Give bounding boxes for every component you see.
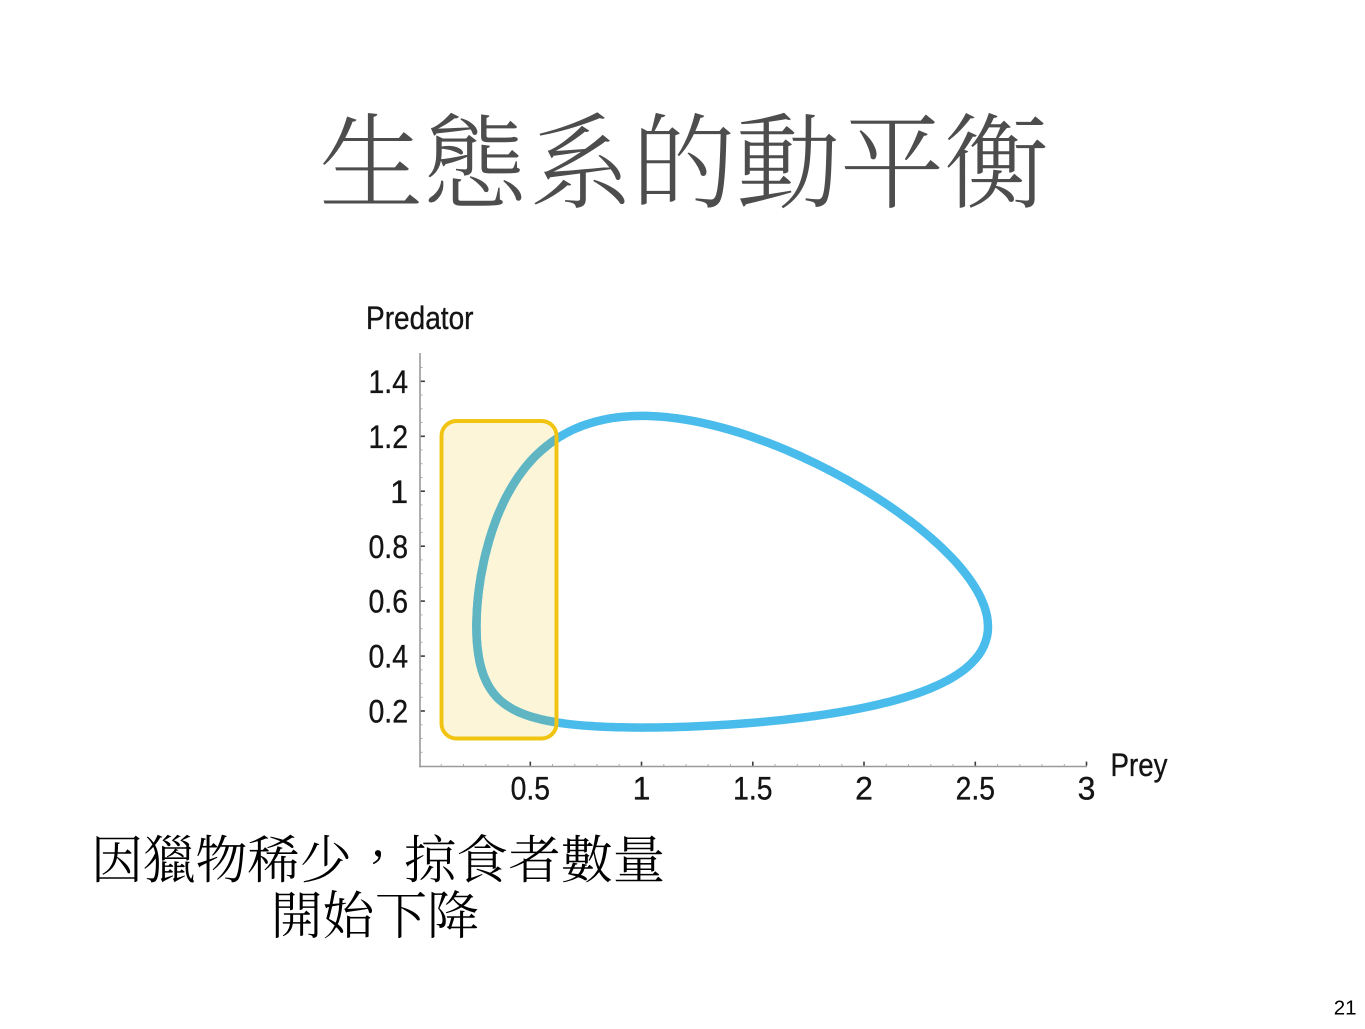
svg-text:0.8: 0.8 [369,529,409,565]
svg-text:1: 1 [390,474,408,510]
svg-text:2.5: 2.5 [956,771,995,807]
svg-text:0.5: 0.5 [511,771,550,807]
svg-text:Predator: Predator [366,300,474,336]
svg-text:0.6: 0.6 [369,584,409,620]
svg-text:Prey: Prey [1111,747,1168,783]
svg-text:2: 2 [855,771,873,807]
svg-text:1: 1 [633,771,651,807]
svg-text:1.2: 1.2 [369,419,409,455]
svg-text:0.2: 0.2 [369,694,409,730]
svg-text:21: 21 [1334,997,1357,1020]
svg-text:1.4: 1.4 [369,364,409,400]
svg-text:0.4: 0.4 [369,639,409,675]
svg-text:1.5: 1.5 [733,771,772,807]
svg-text:3: 3 [1078,771,1096,807]
